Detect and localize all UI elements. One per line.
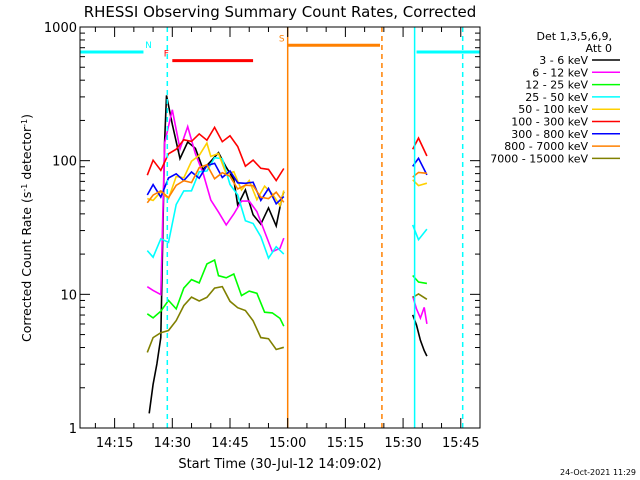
legend-header: Det 1,3,5,6,9, — [536, 30, 612, 43]
x-axis-label: Start Time (30-Jul-12 14:09:02) — [178, 457, 381, 472]
footer-date: 24-Oct-2021 11:29 — [560, 468, 636, 477]
y-tick-label: 10 — [60, 288, 77, 303]
legend-entry-label: 25 - 50 keV — [525, 91, 588, 104]
y-tick-label: 1 — [69, 422, 77, 437]
axes-layer: 1 10 100 1000 14:15 14:30 14:45 15:00 15:15 15:30… — [44, 21, 481, 451]
legend-entry-label: 6 - 12 keV — [532, 66, 588, 79]
legend-entry-label: 100 - 300 keV — [511, 116, 588, 129]
legend-entry-label: 3 - 6 keV — [539, 54, 588, 67]
annotation-layer: N F S — [80, 27, 480, 428]
y-axis-label: Corrected Count Rate (s-1 detector-1) — [19, 114, 34, 342]
x-tick-label: 14:30 — [154, 436, 191, 451]
legend-entry-label: 7000 - 15000 keV — [490, 152, 588, 165]
night-label: N — [145, 41, 152, 51]
plot-frame — [79, 26, 481, 429]
series-line-12-25-kev — [146, 258, 285, 327]
x-tick-label: 15:45 — [442, 436, 479, 451]
y-tick-label: 1000 — [44, 21, 77, 36]
flare-label: F — [164, 50, 169, 60]
series-line-300-800-kev — [146, 162, 285, 206]
x-tick-label: 15:30 — [384, 436, 421, 451]
legend-entry-label: 50 - 100 keV — [518, 103, 588, 116]
series-line-100-300-kev — [146, 125, 285, 183]
x-tick-label: 14:45 — [211, 436, 248, 451]
x-tick-label: 15:15 — [327, 436, 364, 451]
series-line-800-7000-kev — [146, 163, 285, 204]
y-tick-label: 100 — [52, 155, 77, 170]
series-line-25-50-kev — [146, 156, 285, 260]
chart-title: RHESSI Observing Summary Count Rates, Co… — [84, 3, 477, 21]
saa-label: S — [279, 34, 285, 44]
legend-entry-label: 12 - 25 keV — [525, 79, 588, 92]
series-line-6-12-kev — [146, 109, 285, 296]
x-tick-label: 14:15 — [96, 436, 133, 451]
legend-header: Att 0 — [586, 42, 612, 55]
legend-entry-label: 800 - 7000 keV — [504, 140, 588, 153]
x-tick-label: 15:00 — [269, 436, 306, 451]
series-line-7000-15000-kev — [146, 285, 285, 353]
legend-entry-label: 300 - 800 keV — [511, 128, 588, 141]
series-line-3-6-kev — [148, 95, 285, 414]
